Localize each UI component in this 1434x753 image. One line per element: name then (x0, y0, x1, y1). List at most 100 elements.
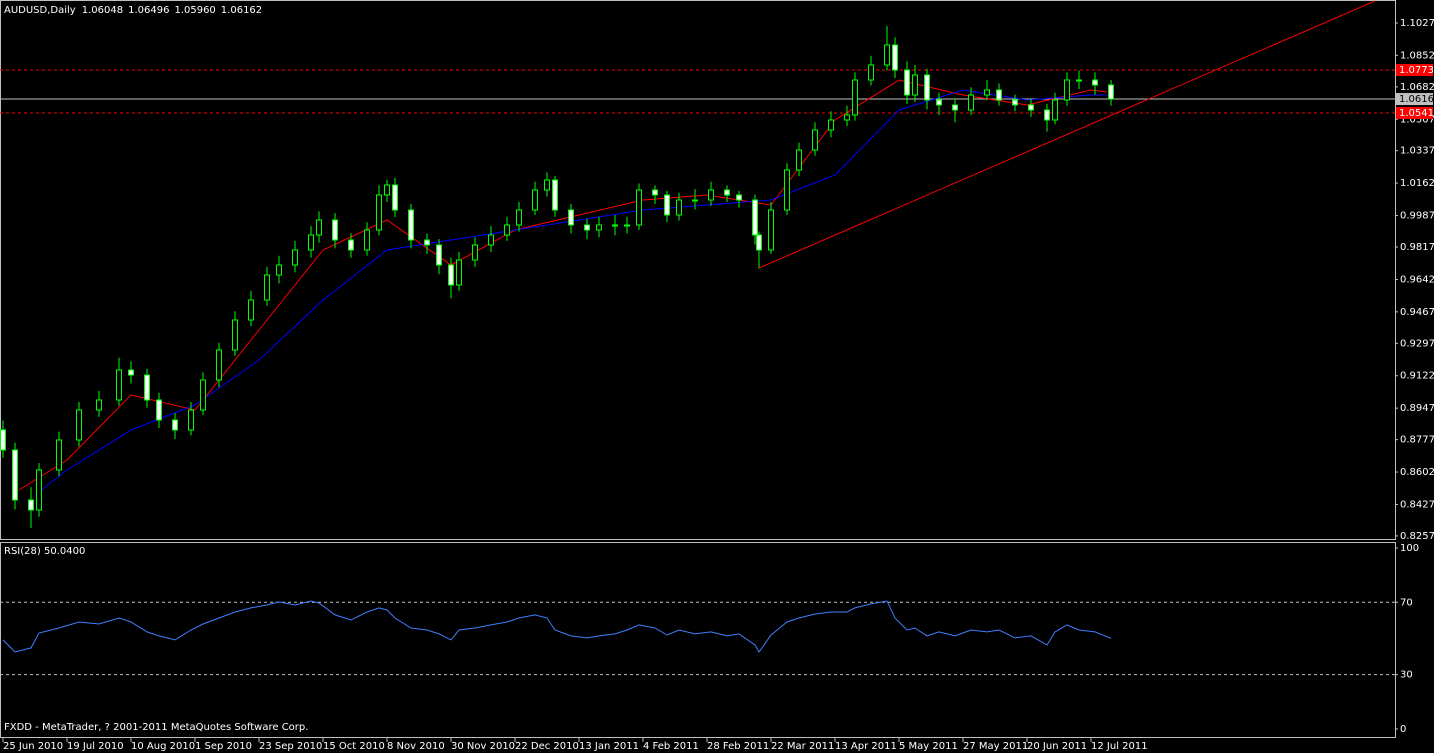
price-level-box (1396, 93, 1433, 106)
x-tick-label: 12 Jul 2011 (1091, 741, 1148, 752)
candle-body (248, 299, 254, 321)
candle-body (348, 239, 354, 251)
candle-body (968, 94, 974, 111)
candle-body (1076, 79, 1082, 82)
y-tick-label: 1.03370 (1400, 146, 1434, 157)
x-tick-label: 5 May 2011 (899, 741, 958, 752)
candle-body (568, 209, 574, 226)
ohlc-high: 1.06496 (128, 5, 169, 16)
candle-body (1064, 79, 1070, 101)
candle-body (884, 44, 890, 66)
candle-body (332, 219, 338, 241)
candle-body (392, 184, 398, 211)
ohlc-close: 1.06162 (221, 5, 262, 16)
y-tick-label: 100 (1400, 543, 1419, 554)
price-level-box (1396, 106, 1433, 119)
rsi-title: RSI(28) 50.0400 (4, 546, 85, 557)
candle-body (912, 74, 918, 96)
candle-body (384, 184, 390, 196)
candle-body (264, 274, 270, 301)
candle-body (624, 224, 630, 227)
candle-body (736, 194, 742, 201)
x-tick-label: 10 Aug 2010 (131, 741, 195, 752)
candle-body (364, 229, 370, 251)
x-tick-label: 27 May 2011 (963, 741, 1028, 752)
chart-header: AUDUSD,Daily 1.06048 1.06496 1.05960 1.06162 (4, 5, 262, 16)
trendline (758, 0, 1376, 269)
candle-body (724, 189, 730, 196)
candle-body (1108, 84, 1114, 100)
candle-body (784, 169, 790, 211)
y-tick-label: 1.05070 (1400, 114, 1434, 125)
candle-body (376, 194, 382, 231)
candle-body (232, 319, 238, 351)
candle-body (408, 209, 414, 241)
candle-body (676, 199, 682, 216)
copyright: FXDD - MetaTrader, ? 2001-2011 MetaQuote… (4, 722, 308, 733)
symbol: AUDUSD,Daily (4, 5, 76, 16)
candle-body (936, 99, 942, 106)
candle-body (76, 409, 82, 441)
candle-body (828, 119, 834, 131)
candle-body (868, 64, 874, 81)
candle-body (216, 349, 222, 381)
x-tick-label: 28 Feb 2011 (707, 741, 769, 752)
candle-body (12, 449, 18, 501)
candle-body (1092, 79, 1098, 86)
candle-body (1028, 104, 1034, 111)
y-tick-label: 1.06820 (1400, 82, 1434, 93)
candle-body (128, 369, 134, 376)
y-tick-label: 0 (1400, 724, 1406, 735)
x-tick-label: 8 Nov 2010 (387, 741, 445, 752)
candle-body (36, 469, 42, 511)
candle-body (116, 369, 122, 401)
candle-body (544, 179, 550, 191)
candle-body (708, 189, 714, 201)
candle-body (488, 234, 494, 246)
candle-body (752, 199, 758, 236)
candle-body (952, 104, 958, 111)
candle-body (612, 224, 618, 227)
candle-body (424, 239, 430, 246)
candle-body (768, 209, 774, 251)
candle-body (796, 149, 802, 171)
candle-body (504, 224, 510, 236)
y-tick-label: 30 (1400, 670, 1413, 681)
candle-body (692, 199, 698, 202)
candle-body (28, 499, 34, 511)
ohlc-open: 1.06048 (82, 5, 123, 16)
ohlc-low: 1.05960 (174, 5, 215, 16)
candle-body (532, 189, 538, 211)
y-tick-label: 1.08520 (1400, 50, 1434, 61)
x-tick-label: 25 Jun 2010 (3, 741, 63, 752)
candle-body (584, 224, 590, 231)
candle-body (852, 79, 858, 116)
candle-body (316, 219, 322, 236)
x-tick-label: 19 Jul 2010 (67, 741, 124, 752)
rsi-panel-frame (0, 542, 1396, 738)
candle-body (1012, 99, 1018, 106)
candle-body (1052, 99, 1058, 121)
candle-body (904, 69, 910, 96)
x-tick-label: 4 Feb 2011 (643, 741, 699, 752)
price-level-label: 1.05410 (1399, 108, 1434, 119)
x-tick-label: 23 Sep 2010 (259, 741, 322, 752)
candle-body (0, 429, 6, 451)
price-level-label: 1.07730 (1399, 65, 1434, 76)
price-panel-frame (0, 0, 1396, 540)
candle-body (200, 379, 206, 411)
candle-body (552, 179, 558, 211)
x-tick-label: 20 Jun 2011 (1027, 741, 1087, 752)
